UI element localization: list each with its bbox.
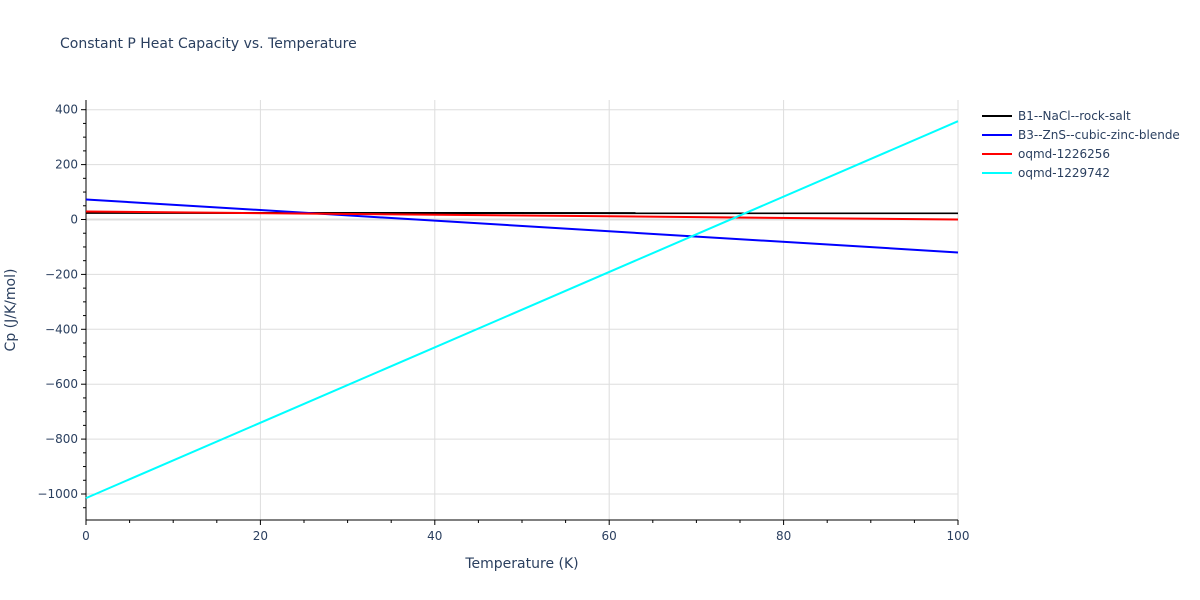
series-line[interactable] bbox=[85, 120, 959, 500]
y-tick-label: 0 bbox=[70, 213, 78, 227]
y-tick-label: −800 bbox=[45, 432, 78, 446]
legend-swatch-icon bbox=[982, 171, 1012, 174]
x-tick-label: 20 bbox=[253, 529, 268, 543]
series-line[interactable] bbox=[85, 198, 959, 254]
series-line[interactable] bbox=[85, 210, 959, 221]
y-axis-title: Cp (J/K/mol) bbox=[3, 269, 19, 352]
x-tick-label: 80 bbox=[776, 529, 791, 543]
legend-item[interactable]: oqmd-1226256 bbox=[982, 144, 1180, 163]
legend: B1--NaCl--rock-salt B3--ZnS--cubic-zinc-b… bbox=[982, 106, 1180, 182]
y-tick-label: −400 bbox=[45, 322, 78, 336]
legend-item[interactable]: B3--ZnS--cubic-zinc-blende bbox=[982, 125, 1180, 144]
legend-swatch-icon bbox=[982, 133, 1012, 136]
y-tick-label: −600 bbox=[45, 377, 78, 391]
y-tick-label: −1000 bbox=[37, 487, 78, 501]
x-axis-title: Temperature (K) bbox=[464, 556, 578, 572]
chart-title: Constant P Heat Capacity vs. Temperature bbox=[60, 36, 357, 52]
legend-label: oqmd-1226256 bbox=[1018, 146, 1111, 161]
legend-label: oqmd-1229742 bbox=[1018, 165, 1111, 180]
x-tick-label: 0 bbox=[82, 529, 90, 543]
y-tick-label: 200 bbox=[55, 158, 78, 172]
legend-swatch-icon bbox=[982, 152, 1012, 155]
legend-label: B3--ZnS--cubic-zinc-blende bbox=[1018, 127, 1180, 142]
y-tick-label: −200 bbox=[45, 267, 78, 281]
legend-item[interactable]: oqmd-1229742 bbox=[982, 163, 1180, 182]
legend-item[interactable]: B1--NaCl--rock-salt bbox=[982, 106, 1180, 125]
legend-swatch-icon bbox=[982, 114, 1012, 117]
x-tick-label: 60 bbox=[602, 529, 617, 543]
x-tick-label: 40 bbox=[427, 529, 442, 543]
y-tick-label: 400 bbox=[55, 103, 78, 117]
legend-label: B1--NaCl--rock-salt bbox=[1018, 108, 1131, 123]
x-tick-label: 100 bbox=[947, 529, 970, 543]
